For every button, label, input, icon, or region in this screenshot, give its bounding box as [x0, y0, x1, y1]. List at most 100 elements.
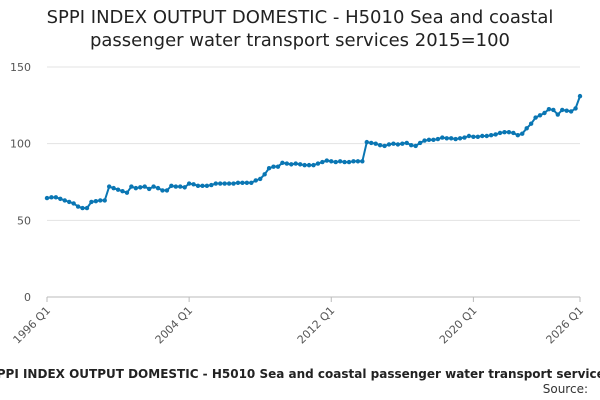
x-axis-label: SPPI INDEX OUTPUT DOMESTIC - H5010 Sea a… — [0, 367, 600, 381]
point — [240, 180, 245, 185]
point — [280, 160, 285, 166]
point — [493, 132, 498, 137]
y-tick-label: 0 — [24, 291, 31, 304]
point — [231, 181, 236, 186]
point — [533, 115, 538, 120]
x-tick-label: 1996 Q1 — [11, 304, 54, 347]
point — [275, 164, 281, 169]
point — [138, 185, 143, 190]
point — [502, 129, 507, 135]
point — [297, 162, 303, 167]
point — [413, 143, 418, 149]
point — [373, 141, 378, 146]
point — [560, 107, 565, 113]
point — [440, 135, 445, 140]
point — [195, 183, 201, 189]
point — [346, 159, 352, 165]
point — [333, 159, 338, 165]
point — [391, 141, 396, 146]
point — [577, 93, 583, 99]
point — [400, 141, 405, 146]
point — [475, 134, 481, 139]
point — [235, 180, 241, 185]
point — [471, 134, 476, 139]
point — [337, 159, 343, 164]
point — [342, 159, 347, 165]
point — [315, 161, 321, 166]
x-tick-label: 2012 Q1 — [295, 304, 338, 347]
point — [58, 196, 63, 202]
point — [253, 178, 258, 183]
point — [409, 143, 414, 148]
point — [404, 140, 409, 146]
point — [62, 198, 67, 203]
point — [102, 198, 107, 203]
point — [218, 181, 223, 186]
point — [84, 205, 90, 211]
point — [289, 162, 294, 167]
point — [351, 159, 356, 164]
point — [497, 130, 503, 136]
point — [568, 109, 574, 114]
y-tick-label: 100 — [10, 138, 31, 151]
point — [360, 159, 365, 164]
point — [164, 188, 170, 193]
point — [480, 133, 485, 139]
point — [417, 140, 423, 146]
point — [426, 137, 432, 143]
point — [369, 140, 374, 146]
point — [115, 187, 121, 192]
point — [244, 180, 250, 185]
point — [524, 126, 529, 131]
point — [213, 181, 218, 186]
point — [106, 184, 112, 189]
point — [80, 205, 85, 211]
point — [444, 136, 449, 141]
point — [186, 181, 192, 186]
point — [53, 195, 59, 200]
point — [204, 183, 210, 189]
point — [111, 185, 116, 191]
point — [377, 143, 383, 148]
point — [431, 137, 436, 143]
point — [200, 183, 205, 189]
point — [448, 136, 454, 141]
point — [44, 195, 50, 201]
point — [129, 184, 134, 189]
x-tick-label: 2020 Q1 — [437, 304, 480, 347]
point — [284, 161, 290, 166]
point — [209, 182, 214, 188]
point — [249, 180, 254, 185]
point — [98, 198, 103, 203]
point — [191, 182, 196, 187]
point — [89, 199, 94, 205]
y-tick-label: 150 — [10, 61, 31, 74]
point — [151, 184, 156, 189]
point — [226, 181, 232, 186]
point — [133, 185, 139, 191]
point — [222, 181, 227, 186]
point — [511, 130, 516, 136]
source: Source: — [543, 382, 588, 396]
point — [435, 136, 441, 142]
point — [457, 136, 463, 141]
point — [395, 142, 401, 147]
point — [320, 159, 325, 165]
point — [173, 184, 179, 189]
x-tick-label: 2026 Q1 — [544, 304, 587, 347]
point — [142, 184, 147, 189]
point — [506, 129, 512, 135]
point — [178, 184, 183, 189]
point — [311, 162, 316, 168]
point — [182, 185, 187, 190]
point — [306, 162, 312, 168]
point — [546, 106, 552, 112]
point — [537, 113, 543, 118]
point — [466, 133, 472, 139]
point — [462, 135, 467, 140]
point — [75, 204, 81, 209]
point — [488, 133, 494, 138]
point — [551, 107, 556, 113]
